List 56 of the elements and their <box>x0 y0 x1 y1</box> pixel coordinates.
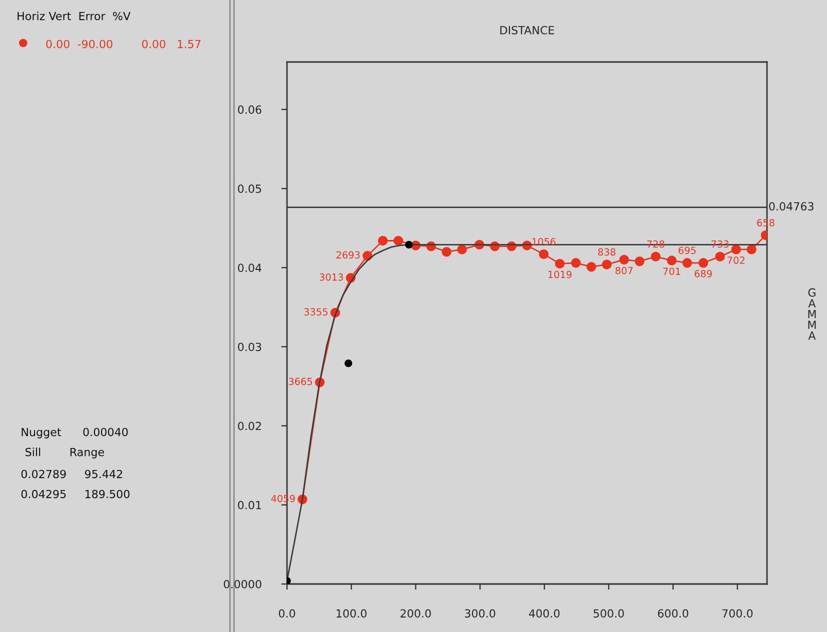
point <box>698 258 708 268</box>
point <box>619 254 630 265</box>
y-tick-label: 0.06 <box>238 105 262 114</box>
point <box>650 252 661 262</box>
y-tick-label: 0.02 <box>238 422 261 430</box>
annotation: 1019 <box>548 270 572 278</box>
annotation: 695 <box>678 246 696 254</box>
text: Nugget 0.00040 <box>22 428 128 438</box>
point <box>666 256 677 266</box>
x-axis-title: DISTANCE <box>500 26 554 34</box>
annotation: 3355 <box>304 308 328 316</box>
point <box>442 246 452 257</box>
ref-line-label: 0.04763 <box>769 202 814 211</box>
point <box>634 256 644 266</box>
annotation: 807 <box>616 266 633 274</box>
point <box>682 258 692 268</box>
point <box>602 260 612 270</box>
annotation: 701 <box>663 268 680 275</box>
x-tick-label: 500.0 <box>594 609 624 618</box>
point <box>554 258 565 269</box>
annotation: 689 <box>694 270 712 278</box>
y-tick-label: 0.05 <box>238 184 262 193</box>
x-tick-label: 0.0 <box>278 609 296 618</box>
annotation: 702 <box>728 256 744 264</box>
point <box>731 244 741 254</box>
x-tick-label: 700.0 <box>722 609 753 618</box>
point <box>405 240 413 249</box>
text: Sill Range <box>26 448 104 458</box>
point <box>715 252 725 262</box>
point <box>571 258 581 268</box>
x-tick-label: 200.0 <box>400 609 431 618</box>
x-tick-label: 100.0 <box>336 609 367 618</box>
point <box>378 236 388 246</box>
annotation: 3665 <box>288 378 312 386</box>
point <box>393 236 404 246</box>
point <box>538 249 549 260</box>
y-tick-label: 0.01 <box>238 500 261 510</box>
text: 0.04295 189.500 <box>21 490 130 498</box>
annotation: 2693 <box>336 251 360 259</box>
point <box>586 262 596 272</box>
annotation: 838 <box>598 248 616 256</box>
y-tick-label: 0.0000 <box>224 580 262 588</box>
point <box>746 244 756 254</box>
y-axis-title: GAMMA <box>808 288 816 340</box>
x-tick-label: 300.0 <box>464 609 496 618</box>
y-tick-label: 0.04 <box>238 264 262 272</box>
x-tick-label: 400.0 <box>529 609 560 618</box>
point <box>457 244 467 254</box>
point <box>344 360 352 368</box>
annotation: 1056 <box>532 238 556 246</box>
y-tick-label: 0.03 <box>238 342 262 352</box>
annotation: 3013 <box>320 273 343 281</box>
text: 0.00 -90.00 0.00 1.57 <box>46 40 200 48</box>
text: 0.02789 95.442 <box>21 470 122 478</box>
text: Horiz Vert Error %V <box>18 12 130 20</box>
x-tick-label: 600.0 <box>658 609 688 618</box>
